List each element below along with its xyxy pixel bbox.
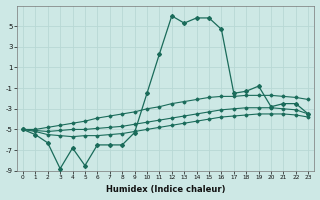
- X-axis label: Humidex (Indice chaleur): Humidex (Indice chaleur): [106, 185, 225, 194]
